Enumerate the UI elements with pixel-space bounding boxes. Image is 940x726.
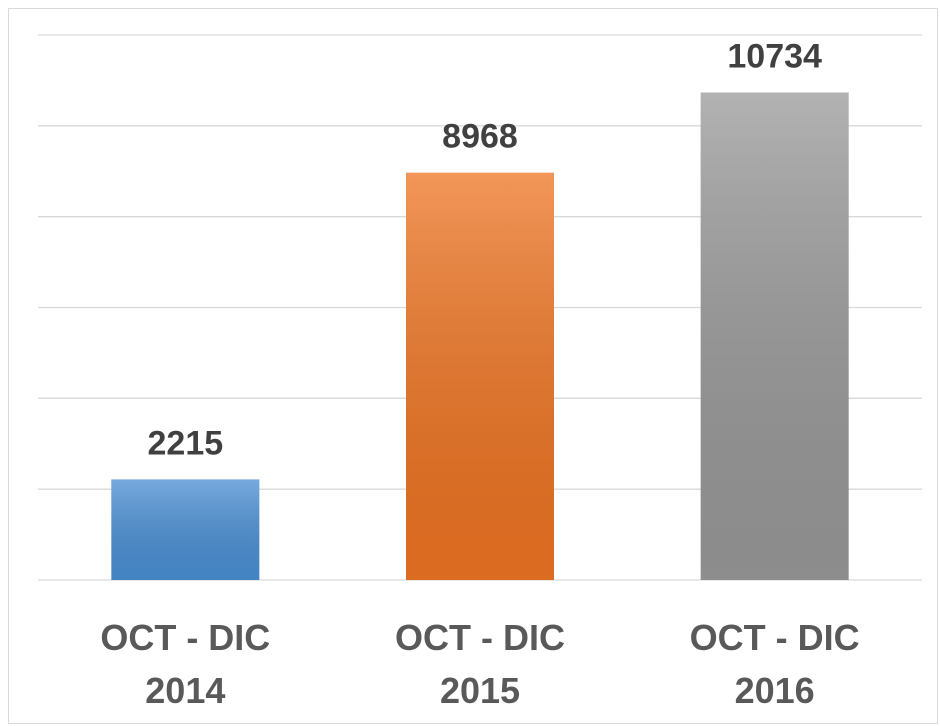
chart-frame	[8, 8, 938, 724]
data-label: 10734	[727, 37, 822, 75]
x-tick-label: OCT - DIC 2014	[100, 617, 271, 711]
x-tick-label: OCT - DIC 2015	[395, 617, 565, 711]
bar-shine	[111, 479, 260, 580]
x-tick-label: OCT - DIC 2016	[689, 617, 860, 711]
bar-shine	[406, 172, 554, 580]
data-label: 2215	[148, 424, 224, 462]
data-label: 8968	[442, 118, 518, 156]
bar-shine	[700, 92, 849, 580]
